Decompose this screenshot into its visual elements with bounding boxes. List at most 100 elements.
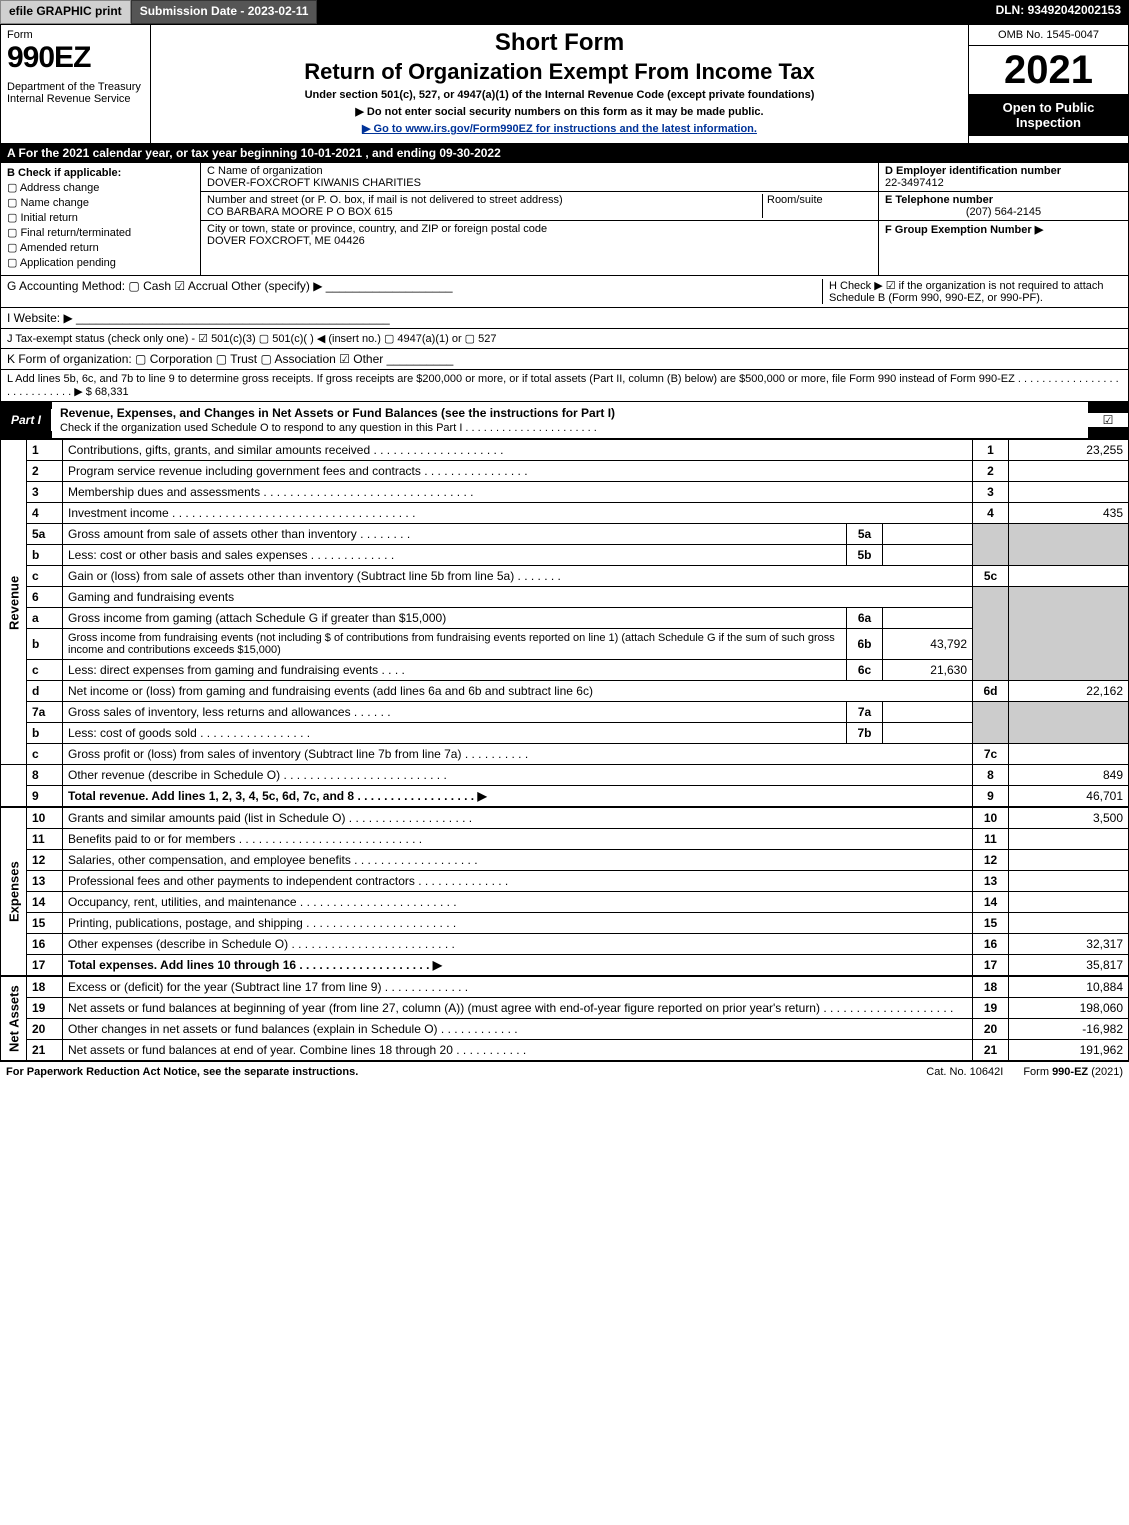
revenue-label: Revenue: [1, 440, 27, 765]
top-bar: efile GRAPHIC print Submission Date - 20…: [0, 0, 1129, 24]
part1-title-cell: Revenue, Expenses, and Changes in Net As…: [52, 402, 1088, 438]
sub-box: 7b: [847, 723, 883, 744]
chk-final-return[interactable]: Final return/terminated: [7, 226, 194, 239]
sub-amt: [883, 723, 973, 744]
row-box: 13: [973, 871, 1009, 892]
omb-number: OMB No. 1545-0047: [969, 25, 1128, 46]
row-desc: Membership dues and assessments: [68, 485, 260, 499]
row-desc: Total expenses. Add lines 10 through 16 …: [68, 958, 442, 972]
revenue-table: Revenue 1 Contributions, gifts, grants, …: [0, 439, 1129, 807]
row-box: 8: [973, 765, 1009, 786]
row-amt: 32,317: [1009, 934, 1129, 955]
row-box: 18: [973, 977, 1009, 998]
row-desc: Other revenue (describe in Schedule O): [68, 768, 280, 782]
row-amt: [1009, 482, 1129, 503]
shade: [973, 524, 1009, 566]
row-amt: [1009, 892, 1129, 913]
row-desc: Occupancy, rent, utilities, and maintena…: [68, 895, 297, 909]
row-desc: Gross profit or (loss) from sales of inv…: [68, 747, 461, 761]
shade: [1009, 524, 1129, 566]
part1-tab: Part I: [1, 409, 52, 431]
row-desc: Less: cost of goods sold: [68, 726, 197, 740]
row-box: 14: [973, 892, 1009, 913]
row-num: 5a: [27, 524, 63, 545]
row-box: 20: [973, 1019, 1009, 1040]
row-box: 3: [973, 482, 1009, 503]
chk-name-change[interactable]: Name change: [7, 196, 194, 209]
dln-value: 93492042002153: [1028, 3, 1121, 17]
row-box: 1: [973, 440, 1009, 461]
row-desc: Gross amount from sale of assets other t…: [68, 527, 357, 541]
chk-initial-return[interactable]: Initial return: [7, 211, 194, 224]
footer-cat: Cat. No. 10642I: [926, 1066, 1003, 1078]
row-amt: 198,060: [1009, 998, 1129, 1019]
efile-print-button[interactable]: efile GRAPHIC print: [0, 0, 131, 24]
part1-header: Part I Revenue, Expenses, and Changes in…: [0, 402, 1129, 439]
row-box: 21: [973, 1040, 1009, 1061]
row-num: 11: [27, 829, 63, 850]
tax-year: 2021: [969, 46, 1128, 94]
row-num: d: [27, 681, 63, 702]
row-amt: [1009, 850, 1129, 871]
e-phone: E Telephone number (207) 564-2145: [879, 192, 1128, 221]
line-i: I Website: ▶ ___________________________…: [0, 308, 1129, 329]
form-number: 990EZ: [7, 41, 144, 75]
subdate-value: 2023-02-11: [248, 4, 309, 18]
row-desc: Other expenses (describe in Schedule O): [68, 937, 288, 951]
shade: [1009, 587, 1129, 681]
row-box: 19: [973, 998, 1009, 1019]
d-label: D Employer identification number: [885, 165, 1061, 177]
sub-box: 5a: [847, 524, 883, 545]
col-b: B Check if applicable: Address change Na…: [1, 163, 201, 275]
row-desc: Net assets or fund balances at end of ye…: [68, 1043, 453, 1057]
row-amt: 35,817: [1009, 955, 1129, 976]
no-ssn-note: ▶ Do not enter social security numbers o…: [159, 105, 960, 118]
goto-link[interactable]: ▶ Go to www.irs.gov/Form990EZ for instru…: [159, 122, 960, 135]
under-section: Under section 501(c), 527, or 4947(a)(1)…: [159, 89, 960, 101]
chk-application-pending[interactable]: Application pending: [7, 256, 194, 269]
row-amt: -16,982: [1009, 1019, 1129, 1040]
row-num: 4: [27, 503, 63, 524]
submission-date-button[interactable]: Submission Date - 2023-02-11: [131, 0, 318, 24]
row-box: 4: [973, 503, 1009, 524]
row-num: 15: [27, 913, 63, 934]
open-to-public: Open to Public Inspection: [969, 94, 1128, 136]
row-amt: [1009, 871, 1129, 892]
row-num: 14: [27, 892, 63, 913]
block-bcdef: B Check if applicable: Address change Na…: [0, 163, 1129, 276]
chk-address-change[interactable]: Address change: [7, 181, 194, 194]
row-num: 8: [27, 765, 63, 786]
dln-label: DLN:: [996, 3, 1028, 17]
sub-box: 6c: [847, 660, 883, 681]
row-num: 12: [27, 850, 63, 871]
row-box: 2: [973, 461, 1009, 482]
goto-link-text[interactable]: ▶ Go to www.irs.gov/Form990EZ for instru…: [362, 123, 757, 135]
col-c: C Name of organization DOVER-FOXCROFT KI…: [201, 163, 878, 275]
row-desc: Benefits paid to or for members: [68, 832, 235, 846]
main-title: Return of Organization Exempt From Incom…: [159, 59, 960, 85]
row-box: 12: [973, 850, 1009, 871]
row-box: 5c: [973, 566, 1009, 587]
row-desc: Contributions, gifts, grants, and simila…: [68, 443, 370, 457]
shade: [973, 702, 1009, 744]
part1-check[interactable]: ☑: [1088, 413, 1128, 427]
row-desc: Gross sales of inventory, less returns a…: [68, 705, 351, 719]
footer-right: Form 990-EZ (2021): [1023, 1066, 1123, 1078]
row-num: 18: [27, 977, 63, 998]
row-box: 16: [973, 934, 1009, 955]
part1-sub: Check if the organization used Schedule …: [60, 422, 597, 434]
row-desc: Gain or (loss) from sale of assets other…: [68, 569, 514, 583]
row-num: b: [27, 629, 63, 660]
expenses-label: Expenses: [1, 808, 27, 976]
row-desc: Other changes in net assets or fund bala…: [68, 1022, 438, 1036]
row-amt: [1009, 744, 1129, 765]
row-num: 6: [27, 587, 63, 608]
org-street: CO BARBARA MOORE P O BOX 615: [207, 206, 393, 218]
d-ein: D Employer identification number 22-3497…: [879, 163, 1128, 192]
row-desc: Net income or (loss) from gaming and fun…: [63, 681, 973, 702]
row-num: 3: [27, 482, 63, 503]
chk-amended-return[interactable]: Amended return: [7, 241, 194, 254]
row-amt: 3,500: [1009, 808, 1129, 829]
footer: For Paperwork Reduction Act Notice, see …: [0, 1061, 1129, 1082]
row-amt: 191,962: [1009, 1040, 1129, 1061]
